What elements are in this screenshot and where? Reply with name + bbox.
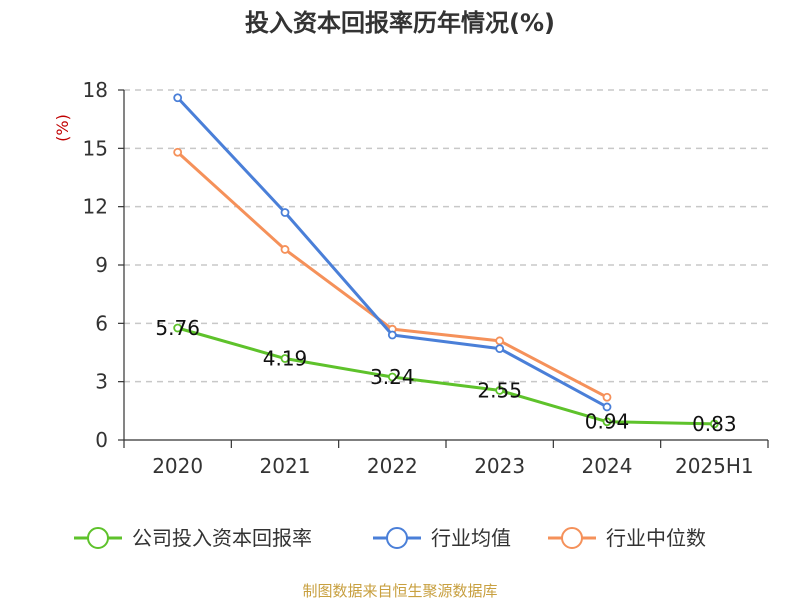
- y-tick-label: 12: [83, 195, 108, 219]
- data-point: [387, 372, 397, 382]
- data-label: 0.83: [692, 412, 737, 436]
- legend-item[interactable]: 公司投入资本回报率: [74, 526, 312, 550]
- data-point: [387, 330, 397, 340]
- legend-label: 行业均值: [431, 526, 511, 550]
- source-note: 制图数据来自恒生聚源数据库: [302, 582, 497, 600]
- gridlines: [124, 89, 768, 383]
- legend-item[interactable]: 行业中位数: [548, 526, 706, 550]
- series-line: [176, 326, 716, 426]
- series-line: [176, 96, 609, 409]
- data-point: [709, 419, 719, 429]
- y-tick-label: 3: [95, 370, 108, 394]
- chart-title: 投入资本回报率历年情况(%): [245, 9, 555, 37]
- y-tick-label: 0: [95, 428, 108, 452]
- data-point: [173, 323, 183, 333]
- data-point: [280, 208, 290, 217]
- legend-swatch-marker: [87, 527, 109, 549]
- data-label: 2.55: [477, 378, 522, 402]
- y-axis-unit-label: (%): [53, 114, 72, 142]
- legend-label: 公司投入资本回报率: [132, 526, 312, 550]
- y-tick-label: 18: [83, 78, 108, 102]
- series-lines: [173, 93, 719, 429]
- legend-swatch-marker: [386, 527, 408, 549]
- data-point: [495, 386, 505, 395]
- data-label: 0.94: [585, 410, 630, 434]
- data-point: [602, 417, 612, 427]
- x-tick-label: 2020: [152, 454, 203, 478]
- legend-swatch-marker: [561, 527, 583, 549]
- data-labels: 5.76 4.19 3.24 2.55 0.94 0.83: [155, 316, 736, 436]
- x-tick-label: 2024: [582, 454, 633, 478]
- data-label: 5.76: [155, 316, 200, 340]
- x-tick-label: 2022: [367, 454, 418, 478]
- data-label: 4.19: [263, 347, 308, 371]
- data-point: [602, 402, 612, 412]
- x-tick-label: 2023: [474, 454, 525, 478]
- data-point: [280, 354, 290, 363]
- data-point: [602, 392, 612, 402]
- legend-item[interactable]: 行业均值: [373, 526, 511, 550]
- legend[interactable]: 公司投入资本回报率 行业均值 行业中位数: [74, 526, 706, 550]
- data-point: [173, 93, 183, 103]
- data-point: [495, 344, 505, 354]
- data-point: [280, 245, 290, 254]
- y-tick-label: 9: [95, 253, 108, 277]
- y-tick-label: 15: [83, 136, 108, 160]
- x-tick-label: 2025H1: [675, 454, 754, 478]
- data-label: 3.24: [370, 365, 415, 389]
- axes: 0 3 6 9 12 15 18 2020 2021 2022 2023 2024 2025H1: [83, 78, 769, 478]
- data-point: [495, 336, 505, 346]
- data-point: [173, 147, 183, 157]
- series-line: [176, 150, 609, 399]
- x-tick-label: 2021: [260, 454, 311, 478]
- legend-label: 行业中位数: [606, 526, 706, 550]
- y-tick-label: 6: [95, 311, 108, 335]
